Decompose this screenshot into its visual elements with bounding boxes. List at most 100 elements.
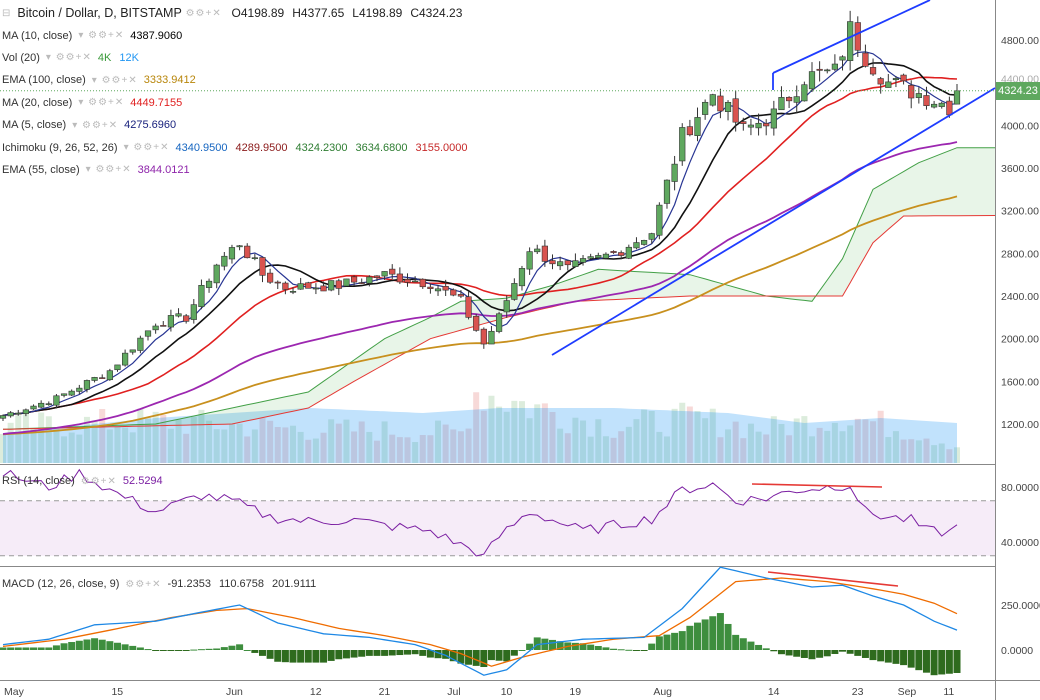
macd-histogram-bar (549, 639, 557, 650)
ma-5-line (2, 51, 958, 417)
volume-bar (847, 425, 854, 463)
volume-bar (419, 435, 426, 463)
volume-ma-area (3, 408, 957, 463)
macd-histogram-bar (579, 643, 587, 650)
indicator-value: 4340.9500 (175, 141, 228, 154)
volume-bar (633, 419, 640, 463)
macd-histogram-bar (770, 650, 778, 652)
macd-hist-value: -91.2353 (167, 578, 211, 590)
ma-10-line (2, 62, 958, 417)
collapse-icon[interactable]: ⊟ (2, 7, 12, 19)
volume-bar (572, 417, 579, 463)
volume-bar (83, 416, 90, 463)
candle-body (373, 275, 381, 278)
candle-body (160, 325, 167, 327)
candle-body (915, 93, 922, 98)
indicator-name[interactable]: EMA (100, close) (2, 74, 86, 87)
candle-body (358, 282, 365, 284)
volume-bar (923, 438, 930, 463)
indicator-name[interactable]: Ichimoku (9, 26, 52, 26) (2, 141, 118, 154)
candle-body (0, 415, 7, 419)
macd-histogram-bar (495, 650, 503, 661)
settings-icons[interactable]: ⚙⚙+✕ (181, 7, 226, 19)
candle-body (511, 283, 518, 300)
candle-body (862, 52, 869, 67)
time-tick-label: Jul (447, 686, 460, 698)
candle-body (793, 96, 800, 103)
macd-histogram-bar (419, 650, 427, 656)
ichimoku-span-b (2, 215, 996, 430)
indicator-name[interactable]: MA (5, close) (2, 119, 67, 132)
indicator-name[interactable]: Vol (20) (2, 51, 40, 64)
candle-body (251, 257, 258, 260)
indicator-row: EMA (55, close) ▾ ⚙⚙+✕ 3844.0121 (2, 159, 476, 181)
volume-bar (496, 406, 503, 463)
ichimoku-span-a (2, 147, 995, 430)
macd-settings-icons[interactable]: ⚙⚙+✕ (125, 578, 162, 590)
candle-body (312, 287, 320, 290)
indicator-settings-icons[interactable]: ▾ ⚙⚙+✕ (85, 164, 132, 176)
time-tick-label: 14 (768, 686, 780, 698)
macd-histogram-bar (686, 625, 694, 650)
macd-histogram-bar (98, 639, 106, 650)
candle-body (22, 409, 29, 414)
candle-body (557, 261, 564, 267)
macd-histogram-bar (258, 650, 266, 656)
indicator-name[interactable]: EMA (55, close) (2, 163, 80, 176)
volume-bar (709, 408, 716, 463)
indicator-settings-icons[interactable]: ▾ ⚙⚙+✕ (72, 119, 119, 131)
candle-body (908, 84, 915, 99)
candle-body (289, 290, 297, 293)
macd-histogram-bar (808, 650, 816, 660)
candle-body (724, 101, 732, 112)
macd-histogram-bar (755, 644, 763, 650)
candle-body (419, 278, 426, 288)
candle-body (7, 412, 14, 417)
indicator-settings-icons[interactable]: ▾ ⚙⚙+✕ (78, 30, 125, 42)
candle-body (76, 387, 83, 392)
volume-bar (404, 437, 411, 463)
indicator-settings-icons[interactable]: ▾ ⚙⚙+✕ (78, 97, 125, 109)
candle-body (45, 403, 52, 406)
rsi-settings-icons[interactable]: ⚙⚙+✕ (80, 475, 117, 487)
time-tick-label: Aug (653, 686, 672, 698)
rsi-band (0, 500, 995, 556)
volume-bar (343, 419, 350, 463)
indicator-settings-icons[interactable]: ▾ ⚙⚙+✕ (45, 52, 92, 64)
rsi-name: RSI (14, close) (2, 475, 75, 487)
volume-bar (22, 413, 29, 463)
candle-body (686, 126, 693, 136)
candle-body (755, 122, 762, 129)
candle-body (236, 245, 243, 248)
candle-body (900, 74, 907, 82)
macd-histogram-bar (91, 638, 99, 650)
volume-bar (854, 418, 861, 463)
volume-bar (236, 423, 243, 463)
candle-body (167, 315, 175, 328)
volume-bar (366, 431, 373, 463)
volume-bar (763, 434, 770, 463)
volume-bar (99, 409, 106, 463)
volume-bar (114, 426, 121, 463)
macd-histogram-bar (694, 622, 702, 650)
indicator-name[interactable]: MA (20, close) (2, 96, 73, 109)
volume-bar (381, 421, 388, 463)
macd-histogram-bar (877, 650, 885, 662)
indicator-settings-icons[interactable]: ▾ ⚙⚙+✕ (123, 142, 170, 154)
volume-bar (320, 432, 327, 463)
candle-body (457, 294, 465, 297)
candle-body (923, 95, 930, 107)
candle-body (144, 330, 152, 337)
indicator-name[interactable]: MA (10, close) (2, 29, 73, 42)
macd-histogram-bar (716, 613, 724, 650)
volume-bar (618, 431, 625, 463)
indicator-row: EMA (100, close) ▾ ⚙⚙+✕ 3333.9412 (2, 69, 476, 91)
candle-body (381, 271, 388, 277)
volume-bar (312, 438, 319, 463)
candle-body (99, 377, 106, 379)
indicator-settings-icons[interactable]: ▾ ⚙⚙+✕ (91, 74, 138, 86)
volume-bar (396, 437, 403, 463)
macd-histogram-bar (52, 645, 60, 650)
volume-bar (122, 427, 129, 463)
